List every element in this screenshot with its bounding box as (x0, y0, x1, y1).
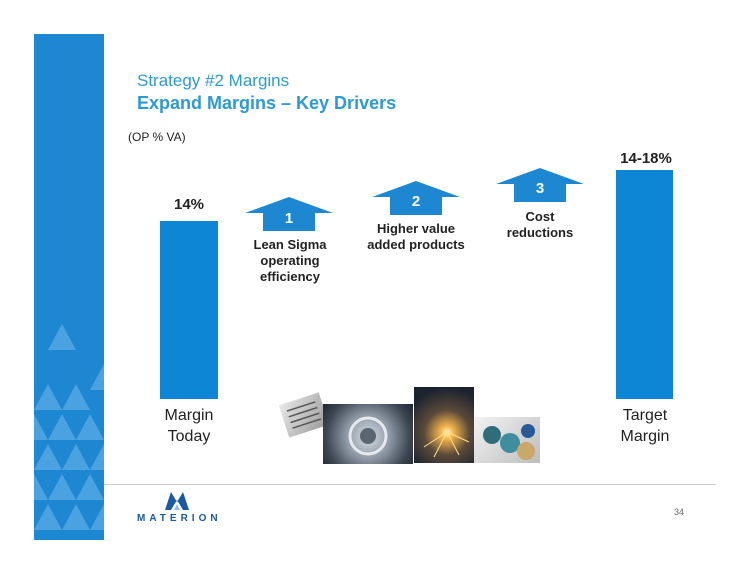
driver-text-1: Lean Sigma operating efficiency (240, 237, 340, 285)
driver-number-3: 3 (535, 180, 545, 197)
unit-label: (OP % VA) (128, 130, 186, 144)
driver-3-line1: Cost (525, 209, 555, 224)
product-photo-welding (414, 387, 474, 463)
welding-icon (423, 431, 470, 458)
driver-number-1: 1 (284, 210, 294, 227)
driver-2-line1: Higher value (376, 221, 456, 236)
page-number: 34 (674, 507, 685, 517)
materion-logo-icon (165, 492, 189, 510)
footer-divider (104, 484, 716, 485)
bar-caption-target: Target Margin (600, 405, 690, 447)
optics-icon (483, 424, 535, 460)
driver-text-2: Higher value added products (354, 221, 478, 253)
product-photo-machinery (323, 404, 413, 464)
up-arrow-icon-3 (496, 168, 584, 202)
bar-value-label-target: 14-18% (620, 150, 672, 167)
product-photo-parts (278, 392, 330, 438)
bar-caption-today: Margin Today (144, 405, 234, 447)
bar-value-label-today: 14% (173, 196, 205, 213)
driver-text-3: Cost reductions (490, 209, 590, 241)
driver-2-line2: added products (367, 237, 465, 252)
driver-number-2: 2 (411, 193, 421, 210)
parts-icon (286, 401, 322, 429)
driver-3-line2: reductions (506, 225, 574, 240)
machinery-icon (348, 416, 388, 456)
bar-caption-today-line2: Today (167, 428, 211, 445)
bar-margin-today (160, 221, 218, 399)
driver-1-line3: efficiency (260, 269, 320, 284)
bar-caption-target-line1: Target (622, 407, 668, 424)
bar-caption-today-line1: Margin (164, 407, 214, 424)
bar-caption-target-line2: Margin (620, 428, 670, 445)
slide-subtitle: Expand Margins – Key Drivers (137, 93, 397, 113)
up-arrow-icon-1 (245, 197, 333, 231)
side-decor-band (34, 34, 104, 540)
triangle-pattern-icon (34, 324, 104, 530)
materion-logo-text: MATERION (137, 513, 222, 524)
slide-title: Strategy #2 Margins (137, 71, 290, 90)
driver-1-line1: Lean Sigma (253, 237, 327, 252)
product-photo-optics (474, 417, 540, 463)
up-arrow-icon-2 (372, 181, 460, 215)
driver-1-line2: operating (260, 253, 320, 268)
bar-target-margin (616, 170, 673, 399)
